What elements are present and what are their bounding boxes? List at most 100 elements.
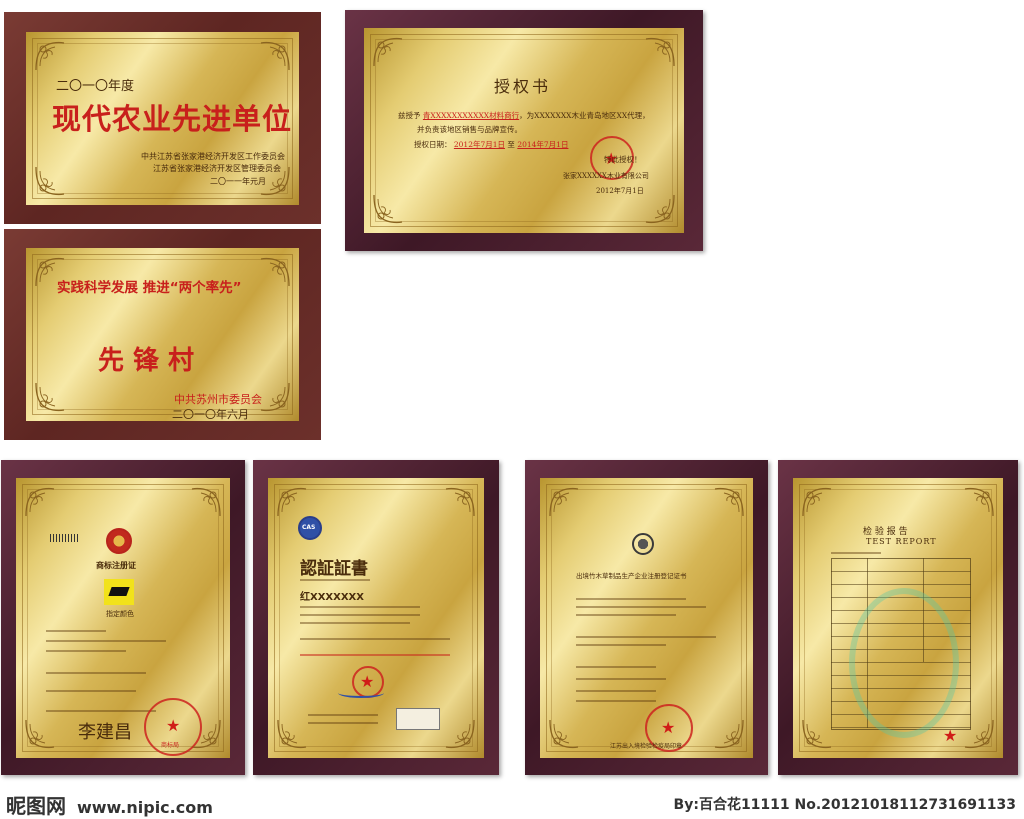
- ornament-corner-icon: [962, 485, 996, 519]
- image-credit-watermark: By:百合花11111 No.20121018112731691133: [673, 797, 1016, 813]
- text-line: [576, 644, 666, 646]
- auth-text-line-2: 并负责该地区销售与品牌宣传。: [417, 125, 522, 134]
- auth-text-line-1: 兹授予 青XXXXXXXXXXX材料商行，为XXXXXXX木业青岛地区XX代理，: [398, 110, 650, 121]
- ornament-corner-icon: [33, 255, 67, 289]
- slogan: 实践科学发展 推进“两个率先”: [57, 280, 242, 296]
- gold-panel: 出境竹木草制品生产企业注册登记证书 ★ 江苏出入境检验检疫局印章: [540, 478, 753, 758]
- ornament-corner-icon: [258, 255, 292, 289]
- ornament-corner-icon: [275, 485, 309, 519]
- text-line: [46, 640, 166, 642]
- ornament-corner-icon: [712, 717, 746, 751]
- gold-panel: CAS 認証証書 红XXXXXXX ★: [268, 478, 484, 758]
- plaque-authorization: 授权书 兹授予 青XXXXXXXXXXX材料商行，为XXXXXXX木业青岛地区X…: [345, 10, 703, 251]
- blue-signature-icon: [338, 688, 384, 698]
- issue-date: 二〇一〇年六月: [172, 408, 249, 421]
- plaque-iso-certificate: CAS 認証証書 红XXXXXXX ★: [253, 460, 499, 775]
- text-line: [576, 690, 656, 692]
- issuer-line-2: 江苏省张家港经济开发区管理委员会: [153, 164, 281, 173]
- ornament-corner-icon: [33, 164, 67, 198]
- ornament-corner-icon: [33, 380, 67, 414]
- gold-panel: 商标注册证 指定颜色 李建昌 ★ 商标局: [16, 478, 230, 758]
- auth-note: 特此授权！: [604, 155, 642, 164]
- accreditation-marks-icon: [396, 708, 440, 730]
- trademark-logo-icon: [104, 579, 134, 605]
- seal-star-icon: ★: [360, 672, 375, 691]
- register-title: 出境竹木草制品生产企业注册登记证书: [576, 572, 687, 580]
- text-line: [576, 678, 666, 680]
- auth-suffix: ，为XXXXXXX木业青岛地区XX代理，: [519, 111, 650, 120]
- auth-company-name: 青XXXXXXXXXXX材料商行: [422, 111, 520, 120]
- seal-star-icon: ★: [943, 726, 958, 745]
- ciq-emblem-icon: [632, 533, 654, 555]
- cas-logo-text: CAS: [302, 524, 316, 531]
- report-title-en: TEST REPORT: [866, 537, 937, 546]
- text-line: [308, 714, 378, 716]
- auth-period: 授权日期： 2012年7月1日 至 2014年7月1日: [414, 139, 568, 150]
- watermark-seal-icon: [849, 588, 959, 738]
- issuer-line-1: 中共江苏省张家港经济开发区工作委员会: [141, 152, 285, 161]
- ornament-corner-icon: [712, 485, 746, 519]
- ornament-corner-icon: [547, 485, 581, 519]
- brand-text: 昵图网: [6, 794, 66, 818]
- site-brand-watermark: 昵图网 www.nipic.com: [6, 790, 213, 819]
- text-line: [300, 614, 420, 616]
- issue-date: 二〇一一年元月: [210, 177, 266, 186]
- text-line: [300, 606, 420, 608]
- text-line: [46, 650, 126, 652]
- text-line: [300, 654, 450, 656]
- text-line: [576, 636, 716, 638]
- text-line: [46, 710, 156, 712]
- text-line: [576, 606, 706, 608]
- signature: 李建昌: [78, 722, 132, 743]
- ornament-corner-icon: [800, 485, 834, 519]
- plaque-trademark-certificate: 商标注册证 指定颜色 李建昌 ★ 商标局: [1, 460, 245, 775]
- text-line: [576, 614, 676, 616]
- seal-star-icon: ★: [604, 149, 619, 168]
- auth-period-label: 授权日期：: [414, 140, 452, 149]
- text-line: [300, 622, 410, 624]
- ornament-corner-icon: [275, 717, 309, 751]
- site-url: www.nipic.com: [76, 798, 213, 817]
- gold-panel: 授权书 兹授予 青XXXXXXXXXXX材料商行，为XXXXXXX木业青岛地区X…: [364, 28, 684, 233]
- gold-panel: 实践科学发展 推进“两个率先” 先锋村 中共苏州市委员会 二〇一〇年六月: [26, 248, 299, 421]
- auth-start-date: 2012年7月1日: [453, 140, 506, 149]
- plaque-test-report: 检 验 报 告 TEST REPORT ★: [778, 460, 1018, 775]
- table-column-divider: [923, 558, 924, 662]
- auth-to: 至: [507, 140, 515, 149]
- ornament-corner-icon: [962, 717, 996, 751]
- text-line: [300, 579, 370, 581]
- color-caption: 指定颜色: [106, 610, 134, 618]
- ornament-corner-icon: [643, 192, 677, 226]
- register-footer: 江苏出入境检验检疫局印章: [610, 743, 683, 750]
- inspection-seal: [645, 704, 693, 752]
- national-emblem-icon: [106, 528, 132, 554]
- text-line: [46, 672, 146, 674]
- issuer: 中共苏州市委员会: [174, 393, 262, 406]
- ornament-corner-icon: [371, 192, 405, 226]
- text-line: [831, 552, 881, 554]
- report-title-cn: 检 验 报 告: [863, 527, 908, 537]
- trademark-title: 商标注册证: [96, 561, 136, 570]
- gold-panel: 检 验 报 告 TEST REPORT ★: [793, 478, 1003, 758]
- plaque-pioneer-village: 实践科学发展 推进“两个率先” 先锋村 中共苏州市委员会 二〇一〇年六月: [4, 229, 321, 440]
- ornament-corner-icon: [23, 717, 57, 751]
- auth-prefix: 兹授予: [398, 111, 421, 120]
- ornament-corner-icon: [33, 39, 67, 73]
- ornament-corner-icon: [258, 164, 292, 198]
- text-line: [576, 598, 686, 600]
- auth-title: 授权书: [494, 77, 552, 96]
- certificate-code: 红XXXXXXX: [300, 592, 364, 603]
- iso-title: 認証証書: [300, 559, 368, 579]
- ornament-corner-icon: [800, 717, 834, 751]
- text-line: [308, 722, 378, 724]
- text-line: [576, 700, 656, 702]
- gold-panel: 二〇一〇年度 现代农业先进单位 中共江苏省张家港经济开发区工作委员会 江苏省张家…: [26, 32, 299, 205]
- ornament-corner-icon: [258, 39, 292, 73]
- auth-company: 张家XXXXXX木业有限公司: [563, 172, 649, 180]
- barcode-icon: [50, 534, 80, 542]
- iso-seal: [352, 666, 384, 698]
- village-title: 先锋村: [98, 346, 204, 376]
- auth-sign-date: 2012年7月1日: [596, 187, 644, 195]
- report-table: [831, 558, 971, 730]
- award-title: 现代农业先进单位: [52, 102, 293, 136]
